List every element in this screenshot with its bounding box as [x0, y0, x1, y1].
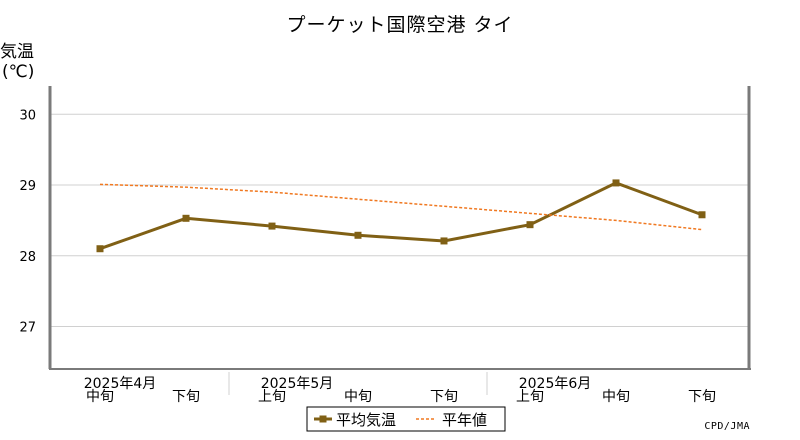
data-point	[268, 222, 276, 230]
chart-title: プーケット国際空港 タイ	[286, 14, 514, 36]
x-tick-label: 下旬	[430, 389, 458, 405]
data-point	[354, 231, 362, 239]
data-point	[698, 211, 706, 219]
legend: 平均気温 平年値	[306, 406, 506, 432]
x-month-label: 2025年4月	[84, 376, 157, 392]
x-tick-label: 上旬	[258, 389, 286, 405]
y-tick-label: 30	[19, 108, 36, 123]
legend-label-average: 平均気温	[336, 411, 396, 429]
y-axis-unit: (℃)	[2, 62, 35, 82]
legend-label-normal: 平年値	[442, 411, 487, 429]
plot-area	[50, 86, 749, 369]
data-point	[526, 221, 534, 229]
x-tick-label: 上旬	[516, 389, 544, 405]
x-month-label: 2025年6月	[519, 376, 592, 392]
y-tick-label: 27	[19, 321, 36, 336]
x-tick-label: 下旬	[172, 389, 200, 405]
x-tick-label: 中旬	[602, 389, 630, 405]
data-point	[96, 245, 104, 253]
x-tick-label: 中旬	[86, 389, 114, 405]
x-month-label: 2025年5月	[261, 376, 334, 392]
credit-text: CPD/JMA	[704, 421, 750, 432]
legend-marker-average	[319, 415, 327, 423]
series-line-average	[99, 181, 703, 251]
y-tick-label: 29	[19, 179, 36, 194]
legend-box	[306, 406, 506, 432]
x-tick-label: 下旬	[688, 389, 716, 405]
x-tick-label: 中旬	[344, 389, 372, 405]
y-axis-title: 気温	[0, 42, 34, 62]
series-line-normal	[99, 183, 703, 231]
data-point	[440, 237, 448, 245]
data-point	[612, 179, 620, 187]
y-tick-label: 28	[19, 250, 36, 265]
data-point	[182, 214, 190, 222]
y-axis-label: 気温 (℃)	[0, 42, 46, 82]
